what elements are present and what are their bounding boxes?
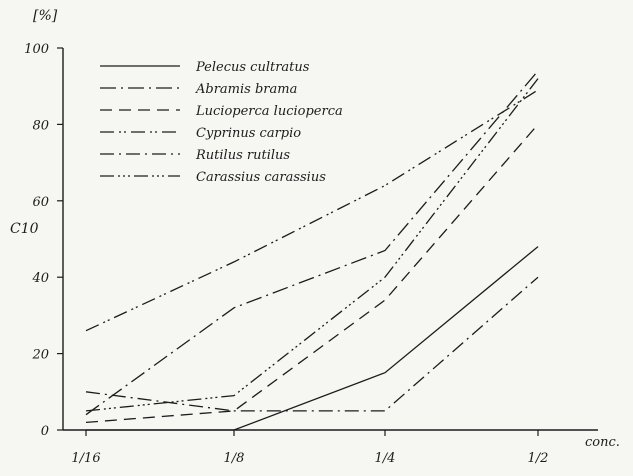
y-tick-label: 0: [41, 424, 49, 439]
legend-label: Cyprinus carpio: [196, 126, 301, 141]
x-ticks: 1/16 1/8 1/4 1/2: [71, 430, 548, 466]
legend-label: Rutilus rutilus: [195, 148, 290, 163]
legend-label: Lucioperca lucioperca: [195, 104, 343, 119]
series-line: [85, 276, 539, 412]
y-axis-label: C10: [10, 221, 39, 237]
x-axis-label: conc.: [585, 435, 620, 450]
x-tick-label: 1/4: [375, 451, 396, 466]
y-tick-label: 80: [32, 118, 49, 133]
series-line: [85, 89, 539, 332]
series-line: [85, 70, 539, 416]
legend-label: Pelecus cultratus: [195, 60, 310, 75]
legend-label: Abramis brama: [195, 82, 297, 97]
y-tick-label: 20: [31, 348, 49, 363]
y-tick-label: 60: [32, 195, 49, 210]
series-line: [86, 246, 539, 431]
series-group: [85, 70, 539, 431]
y-tick-label: 100: [24, 42, 49, 57]
series-line: [85, 78, 539, 412]
x-tick-label: 1/16: [71, 451, 100, 466]
y-unit-label: [%]: [33, 8, 58, 24]
y-ticks: 0 20 40 60 80 100: [24, 42, 63, 439]
x-tick-label: 1/2: [528, 451, 549, 466]
legend: Pelecus cultratus Abramis brama Lucioperca…: [100, 60, 343, 185]
legend-label: Carassius carassius: [196, 170, 326, 185]
x-tick-label: 1/8: [224, 451, 245, 466]
y-tick-label: 40: [31, 271, 49, 286]
